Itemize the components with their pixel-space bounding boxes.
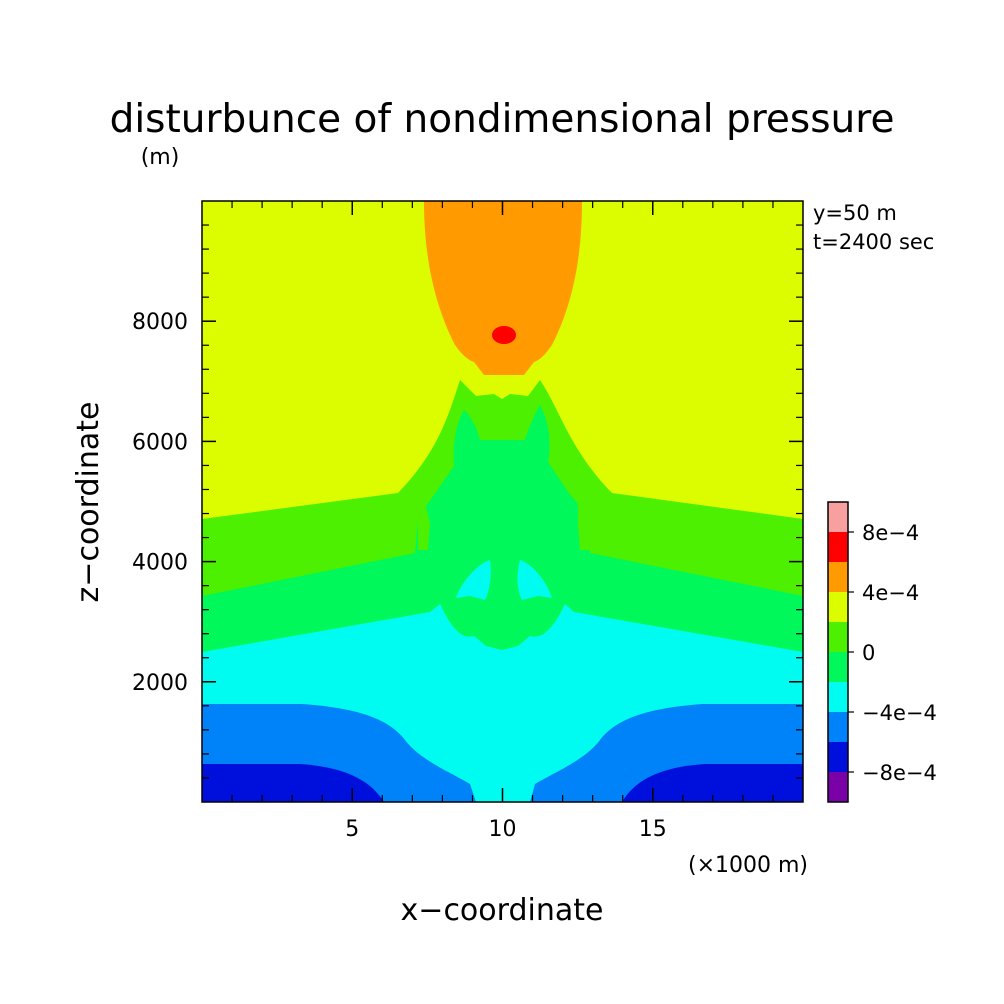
region-cyan-island-left [456,560,491,600]
colorbar-label: −8e−4 [862,761,937,785]
x-tick-label: 10 [489,817,517,842]
region-red-maximum [492,326,516,344]
y-unit-label: (m) [141,145,180,170]
colorbar-swatch [828,532,848,562]
colorbar-swatch [828,622,848,652]
y-tick-label: 4000 [132,551,188,576]
colorbar-swatch [828,712,848,742]
colorbar-label: 8e−4 [862,521,919,545]
colorbar-swatch [828,592,848,622]
colorbar-swatch [828,742,848,772]
axis-ticks [202,201,803,802]
colorbar-swatch [828,682,848,712]
region-orange-plume [424,201,582,375]
colorbar-swatch [828,652,848,682]
colorbar-swatch [828,502,848,532]
y-tick-label: 2000 [132,671,188,696]
region-lime-pocket-right [578,504,590,550]
x-axis-unit: (×1000 m) [688,853,808,878]
colorbar-label: 4e−4 [862,581,919,605]
region-lime-pocket-left [418,506,430,550]
colorbar-swatch [828,562,848,592]
region-cyan-island-right [517,560,552,600]
chart-title: disturbunce of nondimensional pressure [110,97,895,142]
y-tick-label: 6000 [132,430,188,455]
y-tick-label: 8000 [132,310,188,335]
colorbar-label: 0 [862,641,875,665]
region-dark-blue [202,764,384,802]
y-axis-label: z−coordinate [71,402,106,603]
colorbar-labels: 8e−4 4e−4 0 −4e−4 −8e−4 [862,521,937,785]
colorbar-swatch [828,772,848,802]
colorbar-label: −4e−4 [862,701,937,725]
axis-tick-labels: 5 10 15 2000 4000 6000 8000 [132,310,667,842]
contour-plot-area [202,201,803,802]
x-axis-label: x−coordinate [401,893,604,928]
x-tick-label: 15 [639,817,667,842]
x-tick-label: 5 [345,817,359,842]
annotation-t: t=2400 sec [813,230,934,254]
region-dark-blue-right [622,764,803,802]
colorbar [827,501,854,803]
annotation-y: y=50 m [813,201,897,225]
